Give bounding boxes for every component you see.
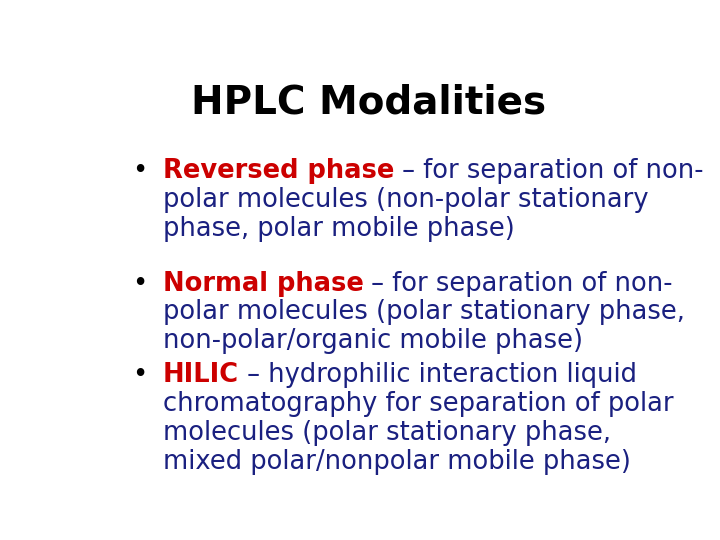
Text: chromatography for separation of polar: chromatography for separation of polar [163, 391, 673, 417]
Text: molecules (polar stationary phase,: molecules (polar stationary phase, [163, 420, 611, 446]
Text: Normal phase: Normal phase [163, 271, 364, 296]
Text: mixed polar/nonpolar mobile phase): mixed polar/nonpolar mobile phase) [163, 449, 631, 475]
Text: – for separation of non-: – for separation of non- [364, 271, 673, 296]
Text: – for separation of non-: – for separation of non- [394, 158, 703, 184]
Text: phase, polar mobile phase): phase, polar mobile phase) [163, 216, 514, 242]
Text: – hydrophilic interaction liquid: – hydrophilic interaction liquid [238, 362, 636, 388]
Text: HPLC Modalities: HPLC Modalities [192, 84, 546, 122]
Text: •: • [132, 362, 147, 388]
Text: Reversed phase: Reversed phase [163, 158, 394, 184]
Text: polar molecules (polar stationary phase,: polar molecules (polar stationary phase, [163, 300, 685, 326]
Text: polar molecules (non-polar stationary: polar molecules (non-polar stationary [163, 187, 648, 213]
Text: non-polar/organic mobile phase): non-polar/organic mobile phase) [163, 328, 582, 354]
Text: •: • [132, 158, 147, 184]
Text: HILIC: HILIC [163, 362, 238, 388]
Text: •: • [132, 271, 147, 296]
